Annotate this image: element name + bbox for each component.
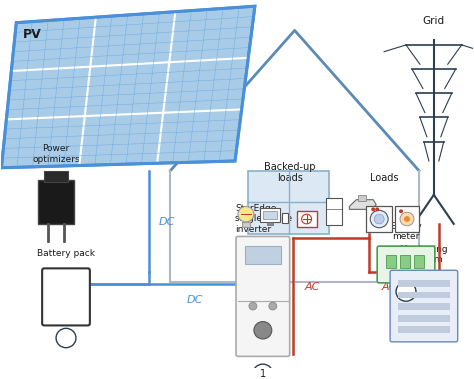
Bar	[386, 255, 396, 268]
Text: 3: 3	[63, 333, 69, 343]
Bar	[398, 315, 450, 321]
Circle shape	[396, 282, 416, 301]
Bar	[400, 255, 410, 268]
Text: ⚡: ⚡	[59, 292, 73, 311]
Bar	[263, 211, 277, 219]
Bar	[398, 280, 450, 287]
Circle shape	[249, 302, 257, 310]
Bar	[398, 291, 450, 298]
Bar	[248, 171, 329, 233]
Circle shape	[371, 207, 375, 211]
Text: 2: 2	[403, 287, 409, 297]
Bar	[38, 180, 74, 224]
Text: Grid: Grid	[423, 16, 445, 25]
Bar	[327, 198, 342, 225]
Polygon shape	[1, 6, 255, 168]
Text: DC: DC	[158, 217, 175, 227]
Circle shape	[375, 207, 379, 211]
Text: DC: DC	[187, 296, 203, 305]
Bar	[267, 222, 273, 225]
Circle shape	[238, 207, 254, 222]
Circle shape	[253, 364, 273, 379]
Text: Backed-up
loads: Backed-up loads	[264, 161, 315, 183]
Circle shape	[56, 328, 76, 348]
Text: Loads: Loads	[370, 173, 398, 183]
Bar	[44, 171, 68, 182]
FancyBboxPatch shape	[377, 246, 435, 283]
Text: Energy
meter: Energy meter	[390, 222, 422, 241]
Circle shape	[370, 210, 388, 228]
Bar	[245, 246, 281, 263]
FancyBboxPatch shape	[236, 236, 290, 356]
Text: 1: 1	[260, 369, 266, 379]
Bar	[398, 326, 450, 333]
FancyBboxPatch shape	[390, 270, 458, 342]
Bar	[414, 255, 424, 268]
Circle shape	[269, 302, 277, 310]
Text: Power
optimizers: Power optimizers	[32, 144, 80, 164]
Text: Battery pack: Battery pack	[37, 249, 95, 258]
Circle shape	[404, 216, 410, 222]
Circle shape	[400, 212, 414, 226]
Bar	[395, 207, 419, 232]
Text: AC: AC	[305, 282, 320, 292]
Bar	[282, 213, 288, 223]
Polygon shape	[349, 200, 376, 209]
Circle shape	[374, 214, 384, 224]
Bar	[358, 195, 366, 200]
Bar	[242, 222, 250, 227]
Text: Monitoring
platform: Monitoring platform	[400, 245, 448, 265]
Bar	[297, 211, 317, 227]
FancyBboxPatch shape	[42, 268, 90, 326]
Text: StorEdge
single phase
inverter: StorEdge single phase inverter	[235, 204, 292, 233]
Text: AC: AC	[381, 282, 397, 292]
Text: PV: PV	[23, 28, 42, 41]
Circle shape	[254, 321, 272, 339]
Bar	[260, 208, 280, 222]
Circle shape	[399, 209, 403, 213]
Bar	[366, 207, 392, 232]
Bar	[398, 303, 450, 310]
